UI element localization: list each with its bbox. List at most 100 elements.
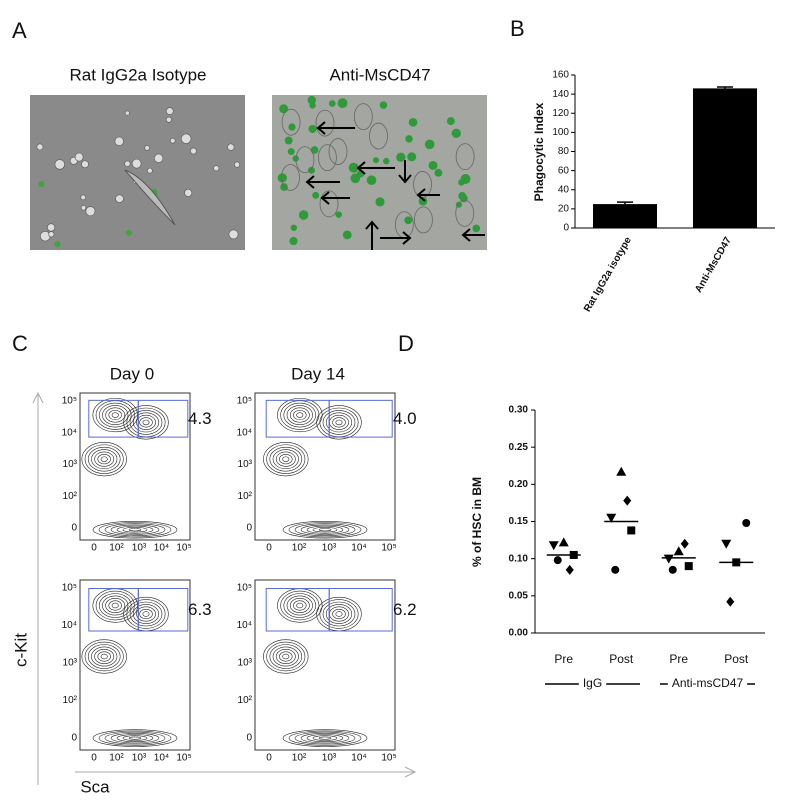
y-tick-label: 10⁴ <box>237 427 252 438</box>
contour <box>318 736 332 740</box>
y-tick-label: 10⁴ <box>62 620 77 631</box>
y-tick-label: 0.20 <box>509 479 529 490</box>
contour <box>100 653 108 660</box>
x-tick-label: Pre <box>669 652 688 666</box>
panel-label: A <box>12 18 27 43</box>
x-tick-label: Pre <box>554 652 573 666</box>
x-tick-label: Post <box>609 652 634 666</box>
contour <box>296 412 304 418</box>
contour <box>84 641 124 672</box>
green-cell <box>38 181 45 188</box>
y-axis-title: % of HSC in BM <box>470 477 484 567</box>
y-tick-label: 100 <box>552 127 569 138</box>
gate-value: 4.0 <box>393 409 417 428</box>
cell <box>180 133 192 144</box>
green-cell <box>125 229 132 236</box>
image-title: Anti-MsCD47 <box>329 65 430 84</box>
cell <box>124 110 130 116</box>
contour <box>98 402 132 428</box>
x-tick-label: Anti-MsCD47 <box>693 235 734 295</box>
point <box>611 565 620 574</box>
x-tick-label: 0 <box>266 543 272 554</box>
cell <box>85 206 96 217</box>
axis-arrow <box>404 766 417 778</box>
cell <box>114 136 124 146</box>
contour <box>104 523 166 537</box>
contour <box>322 601 356 627</box>
image-title: Rat IgG2a Isotype <box>69 65 206 84</box>
gate-value: 6.2 <box>393 600 417 619</box>
contour <box>332 417 346 428</box>
cell <box>144 145 150 151</box>
green-cell <box>328 100 336 107</box>
contour <box>105 407 126 423</box>
bar <box>693 88 757 228</box>
bar <box>593 204 657 228</box>
error-bar <box>717 86 733 91</box>
contour <box>312 735 338 741</box>
contour <box>132 604 160 624</box>
contour <box>296 602 304 609</box>
contour <box>300 524 350 535</box>
y-tick-label: 120 <box>552 108 569 119</box>
contour <box>306 734 344 742</box>
green-cell <box>383 157 390 165</box>
cell <box>455 199 475 227</box>
contour <box>116 525 154 534</box>
contour <box>108 600 122 611</box>
contour <box>122 735 148 741</box>
contour <box>275 451 296 467</box>
cell <box>295 146 315 174</box>
contour <box>325 412 353 433</box>
contour <box>266 641 306 672</box>
contour <box>318 528 332 532</box>
y-tick-label: 0.10 <box>509 553 529 564</box>
green-cell <box>379 101 388 109</box>
point <box>742 518 751 527</box>
green-cell <box>337 98 348 109</box>
contour <box>282 456 290 462</box>
green-cell <box>396 152 406 162</box>
micrograph <box>30 95 245 250</box>
y-tick-label: 0 <box>71 733 77 744</box>
gate <box>328 588 393 632</box>
flow-plots: 4.3 10⁵ 10⁴ 10³ 10² 0 0 10² 10³ 10⁴ 10⁵ 4.0 10⁵ 10⁴ 10… <box>62 392 417 764</box>
contour <box>289 407 310 423</box>
gate-value: 6.3 <box>188 600 212 619</box>
contour <box>110 732 160 744</box>
y-tick-label: 140 <box>552 89 569 100</box>
column-title: Day 0 <box>110 364 154 383</box>
contour <box>136 606 156 622</box>
contour <box>126 407 166 438</box>
contour <box>116 734 154 742</box>
y-tick-label: 0.15 <box>509 516 529 527</box>
green-cell <box>288 123 296 131</box>
contour <box>282 521 368 539</box>
green-cell <box>472 224 481 233</box>
contour <box>294 523 356 537</box>
y-tick-label: 10² <box>238 695 253 706</box>
contour <box>319 599 359 629</box>
y-tick-label: 0 <box>563 223 569 234</box>
point <box>623 495 632 506</box>
contour <box>122 527 148 533</box>
cell <box>328 138 348 165</box>
contour <box>81 442 127 477</box>
green-cell <box>451 128 461 138</box>
contour <box>294 731 356 745</box>
x-tick-label: 10³ <box>322 753 337 764</box>
axis-arrow <box>32 391 44 404</box>
y-tick-label: 10⁴ <box>62 427 77 438</box>
contour <box>269 644 303 669</box>
y-axis-title: Phagocytic Index <box>532 102 546 201</box>
contour <box>288 730 362 746</box>
cell <box>369 122 388 150</box>
contour <box>100 456 108 462</box>
cell <box>115 194 124 203</box>
green-cell <box>312 191 320 199</box>
contour <box>280 590 320 621</box>
x-tick-label: 10² <box>292 753 307 764</box>
green-cell <box>458 179 465 186</box>
point <box>668 565 677 574</box>
panel-label: D <box>398 331 414 356</box>
